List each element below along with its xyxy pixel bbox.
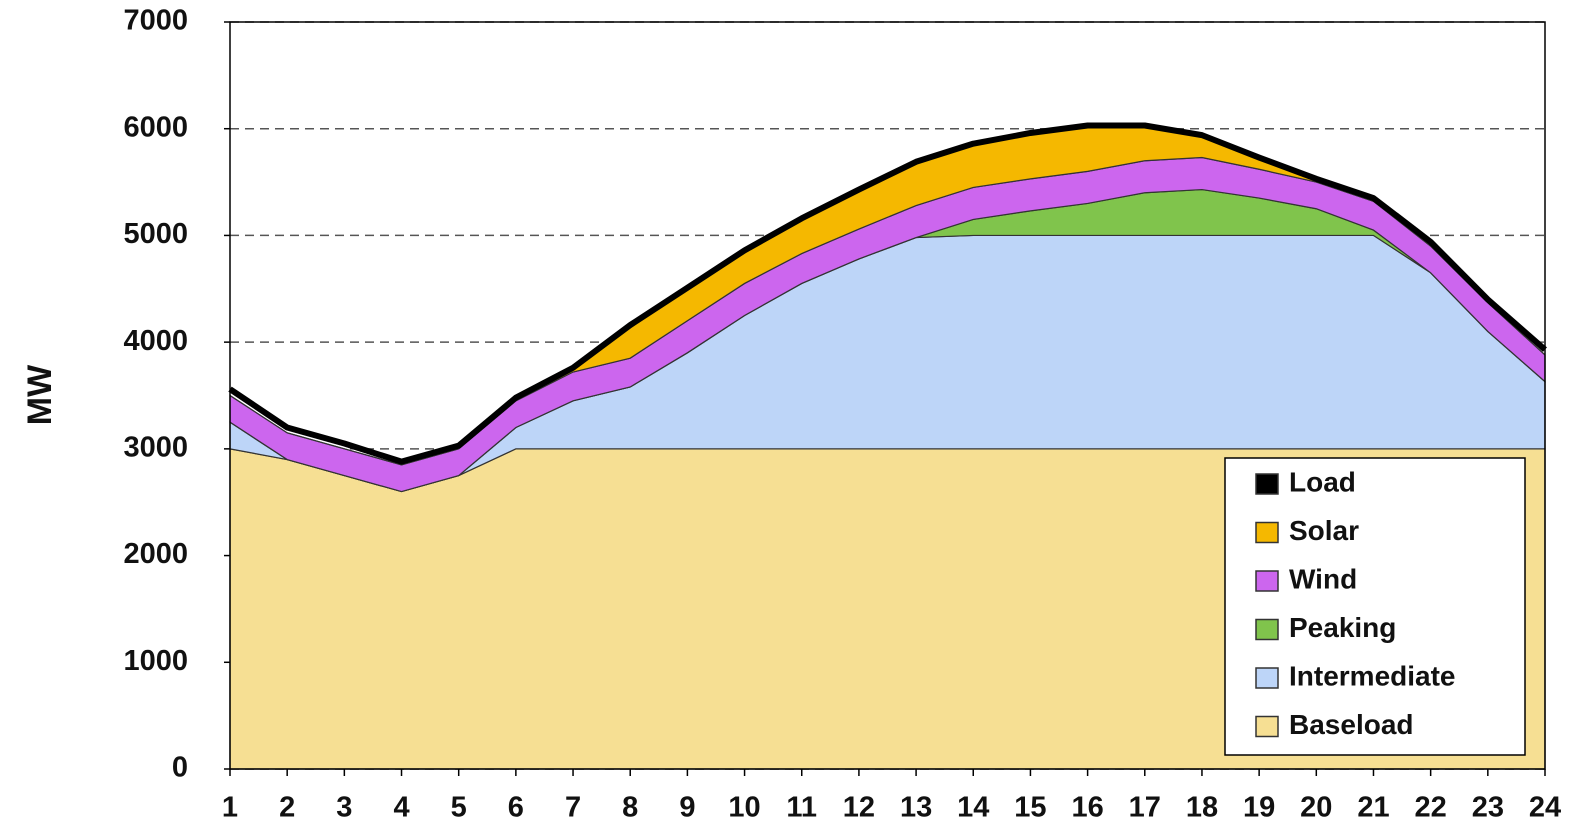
- x-tick-label: 16: [1071, 792, 1103, 824]
- y-tick-label: 7000: [123, 5, 188, 37]
- x-tick-label: 10: [728, 792, 760, 824]
- x-tick-label: 19: [1243, 792, 1275, 824]
- y-tick-label: 4000: [123, 325, 188, 357]
- x-tick-label: 12: [843, 792, 875, 824]
- legend-swatch: [1255, 473, 1279, 495]
- x-tick-label: 2: [279, 792, 295, 824]
- legend-label: Peaking: [1289, 612, 1396, 643]
- x-tick-label: 11: [786, 792, 817, 824]
- x-tick-label: 14: [957, 792, 989, 824]
- legend-label: Intermediate: [1289, 660, 1456, 691]
- y-tick-label: 6000: [123, 111, 188, 143]
- x-tick-label: 1: [222, 792, 238, 824]
- x-tick-label: 22: [1415, 792, 1447, 824]
- x-tick-label: 8: [622, 792, 638, 824]
- legend-label: Solar: [1289, 515, 1359, 546]
- legend: [1224, 457, 1526, 756]
- y-tick-label: 2000: [123, 538, 188, 570]
- x-tick-label: 6: [508, 792, 524, 824]
- y-tick-label: 0: [172, 752, 188, 784]
- legend-swatch: [1255, 715, 1279, 738]
- y-tick-label: 3000: [123, 432, 188, 464]
- x-tick-label: 23: [1472, 792, 1504, 824]
- x-tick-label: 9: [679, 792, 695, 824]
- legend-swatch: [1255, 570, 1279, 592]
- legend-label: Wind: [1289, 563, 1357, 594]
- x-tick-label: 5: [451, 792, 467, 824]
- x-tick-label: 17: [1129, 792, 1161, 824]
- y-tick-label: 5000: [123, 218, 188, 250]
- y-axis-label: MW: [21, 364, 59, 425]
- legend-swatch: [1255, 667, 1279, 689]
- legend-swatch: [1255, 618, 1279, 641]
- legend-swatch: [1255, 521, 1279, 544]
- x-tick-label: 13: [900, 792, 932, 824]
- x-tick-label: 15: [1014, 792, 1046, 824]
- legend-label: Baseload: [1289, 709, 1414, 740]
- legend-label: Load: [1289, 466, 1356, 497]
- plot-border: [229, 21, 1546, 770]
- load-line: [228, 122, 1547, 465]
- x-tick-label: 18: [1186, 792, 1218, 824]
- x-tick-label: 21: [1357, 792, 1389, 824]
- x-tick-label: 3: [336, 792, 352, 824]
- x-tick-label: 20: [1300, 792, 1332, 824]
- x-tick-label: 4: [393, 792, 409, 824]
- x-tick-label: 7: [565, 792, 581, 824]
- y-tick-label: 1000: [123, 645, 188, 677]
- x-tick-label: 24: [1529, 792, 1561, 824]
